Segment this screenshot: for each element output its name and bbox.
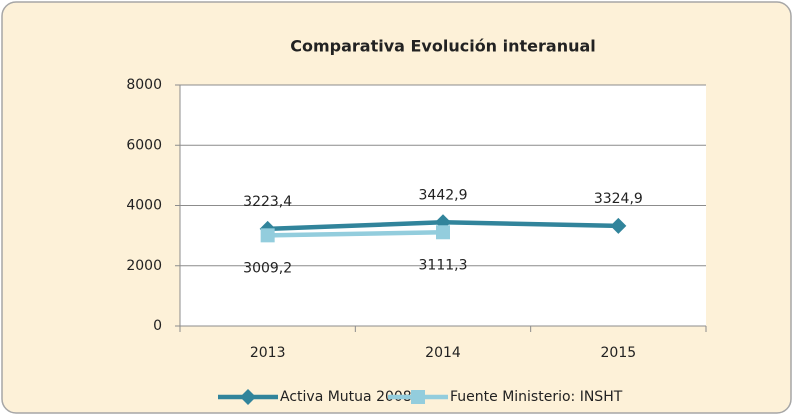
x-tick-label: 2014	[425, 345, 461, 361]
data-point	[260, 228, 275, 243]
y-tick-label: 4000	[126, 198, 162, 214]
data-label: 3442,9	[419, 187, 468, 203]
legend-marker	[411, 390, 425, 404]
data-label: 3223,4	[243, 194, 292, 210]
series-line	[267, 230, 444, 238]
y-tick-label: 8000	[126, 77, 162, 93]
data-label: 3009,2	[243, 260, 292, 276]
x-tick-label: 2013	[250, 345, 286, 361]
data-point	[436, 225, 450, 240]
y-tick-label: 0	[153, 318, 162, 334]
y-tick-label: 2000	[126, 258, 162, 274]
legend-label: Fuente Ministerio: INSHT	[450, 389, 623, 405]
legend-marker	[240, 389, 256, 405]
data-label: 3324,9	[594, 191, 643, 207]
data-label: 3111,3	[419, 257, 468, 273]
y-tick-label: 6000	[126, 137, 162, 153]
x-tick-label: 2015	[601, 345, 637, 361]
legend-label: Activa Mutua 2008	[280, 389, 412, 405]
chart-title: Comparativa Evolución interanual	[290, 37, 596, 56]
data-point	[610, 217, 627, 234]
